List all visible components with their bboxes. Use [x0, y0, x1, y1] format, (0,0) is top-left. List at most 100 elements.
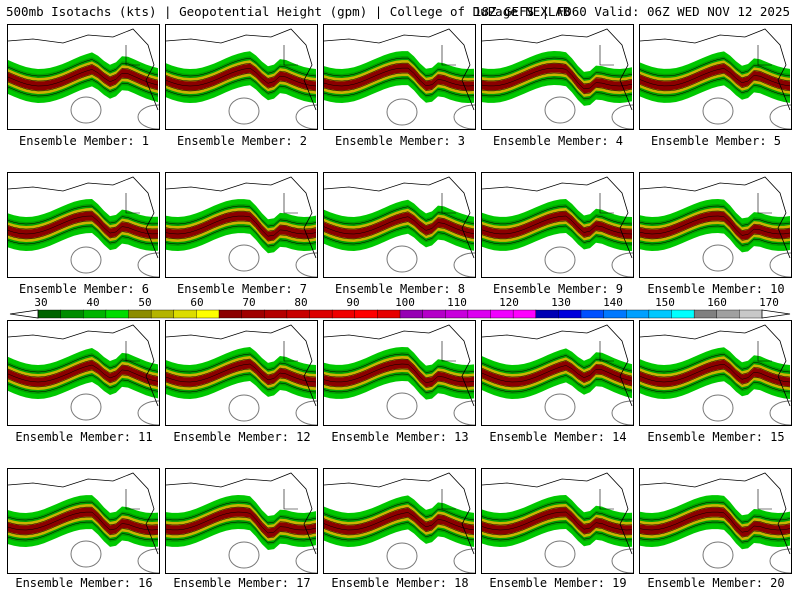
- coastline: [166, 324, 317, 407]
- height-contour: [166, 353, 317, 373]
- colorbar-cell: [377, 309, 401, 319]
- closed-height-contour: [137, 400, 159, 425]
- jet-core: [324, 507, 474, 535]
- colorbar-cell: [105, 309, 129, 319]
- height-contour: [482, 210, 633, 230]
- political-border: [283, 193, 298, 214]
- political-border: [757, 489, 772, 510]
- ensemble-member-map: [481, 24, 634, 130]
- political-border: [757, 341, 772, 362]
- height-contour: [8, 374, 159, 393]
- closed-height-contour: [453, 548, 475, 573]
- colorbar-cell: [399, 309, 424, 319]
- height-contour: [482, 375, 633, 393]
- height-contour: [324, 216, 475, 235]
- colorbar-cell: [693, 309, 718, 319]
- height-contour: [324, 358, 475, 378]
- colorbar-cell: [490, 309, 514, 319]
- ensemble-member-map: [481, 468, 634, 574]
- height-contour: [8, 220, 159, 240]
- coastline: [324, 176, 475, 259]
- colorbar-cell: [512, 309, 537, 319]
- ensemble-member-map: [639, 320, 792, 426]
- height-contour: [640, 353, 791, 373]
- height-contour: [166, 511, 317, 534]
- height-contour: [166, 225, 317, 247]
- political-border: [441, 489, 456, 510]
- height-contour: [640, 215, 791, 236]
- closed-height-contour: [70, 246, 102, 274]
- closed-height-contour: [453, 400, 475, 425]
- ensemble-member-map: [481, 172, 634, 278]
- colorbar-cell: [83, 309, 107, 319]
- coastline: [482, 472, 633, 555]
- height-contour: [324, 502, 475, 521]
- height-contour: [166, 205, 317, 227]
- colorbar-cell: [218, 309, 243, 319]
- ensemble-member-label: Ensemble Member: 7: [176, 282, 308, 296]
- colorbar-tick-label: 100: [395, 296, 415, 309]
- jet-core: [8, 507, 158, 535]
- closed-height-contour: [137, 252, 159, 277]
- colorbar-right-arrow: [761, 309, 791, 319]
- coastline: [166, 176, 317, 259]
- closed-height-contour: [295, 548, 317, 573]
- colorbar-cell: [626, 309, 650, 319]
- closed-height-contour: [702, 394, 734, 422]
- colorbar-tick-label: 40: [86, 296, 100, 309]
- height-contour: [8, 364, 159, 383]
- political-border: [599, 489, 614, 510]
- height-contour: [166, 373, 317, 393]
- closed-height-contour: [70, 96, 102, 124]
- ensemble-member-map: [165, 320, 318, 426]
- height-contour: [482, 67, 633, 90]
- closed-height-contour: [386, 98, 418, 126]
- height-contour: [640, 516, 791, 538]
- colorbar-tick-label: 170: [759, 296, 779, 309]
- height-contour: [482, 220, 633, 240]
- coastline: [640, 324, 791, 407]
- political-border: [441, 341, 456, 362]
- ensemble-member-map: [7, 468, 160, 574]
- jet-core: [8, 211, 158, 239]
- ensemble-member-label: Ensemble Member: 8: [334, 282, 466, 296]
- ensemble-member-label: Ensemble Member: 2: [176, 134, 308, 148]
- jet-core: [8, 360, 158, 387]
- height-contour: [166, 521, 317, 544]
- political-border: [125, 193, 140, 214]
- height-contour: [640, 225, 791, 246]
- ensemble-member-map: [639, 24, 792, 130]
- ensemble-member-label: Ensemble Member: 10: [647, 282, 785, 296]
- closed-height-contour: [611, 252, 633, 277]
- height-contour: [640, 68, 791, 87]
- height-contour: [8, 210, 159, 230]
- height-contour: [640, 73, 791, 92]
- political-border: [599, 341, 614, 362]
- height-contour: [166, 506, 317, 529]
- coastline: [166, 472, 317, 555]
- closed-height-contour: [769, 252, 791, 277]
- ensemble-member-map: [165, 468, 318, 574]
- colorbar-cell: [331, 309, 356, 319]
- coastline: [640, 176, 791, 259]
- height-contour: [8, 69, 159, 87]
- coastline: [640, 472, 791, 555]
- colorbar-cell: [671, 309, 695, 319]
- height-contour: [324, 67, 475, 87]
- ensemble-member-map: [323, 24, 476, 130]
- political-border: [441, 193, 456, 214]
- coastline: [8, 324, 159, 407]
- colorbar-tick-label: 120: [499, 296, 519, 309]
- ensemble-member-label: Ensemble Member: 18: [331, 576, 469, 590]
- colorbar-cell: [196, 309, 220, 319]
- colorbar-tick-label: 130: [551, 296, 571, 309]
- height-contour: [8, 59, 159, 77]
- closed-height-contour: [386, 245, 418, 273]
- height-contour: [8, 506, 159, 526]
- height-contour: [166, 501, 317, 524]
- wind-speed-colorbar: [9, 309, 791, 319]
- height-contour: [8, 359, 159, 378]
- height-contour: [640, 58, 791, 77]
- coastline: [640, 28, 791, 111]
- height-contour: [166, 77, 317, 97]
